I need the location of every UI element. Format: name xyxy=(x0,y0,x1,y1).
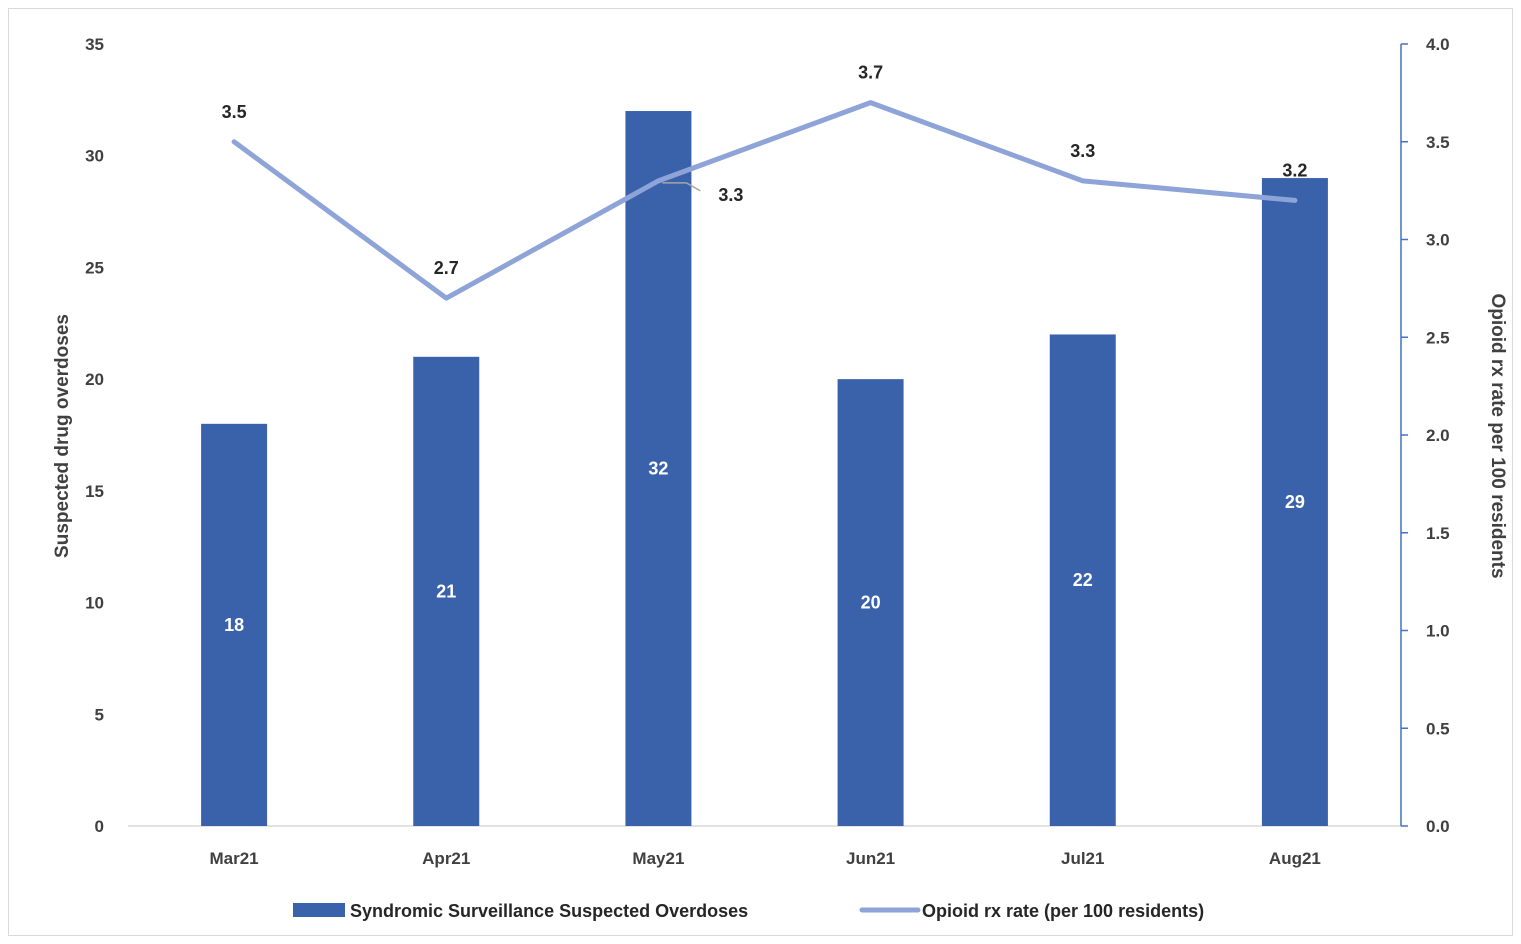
y2-tick-label: 0.5 xyxy=(1426,719,1450,738)
y-tick-label: 25 xyxy=(85,258,104,277)
y-axis-title: Suspected drug overdoses xyxy=(52,314,73,558)
y2-tick-label: 2.5 xyxy=(1426,328,1450,347)
x-tick-label: Apr21 xyxy=(422,849,470,868)
y-tick-label: 0 xyxy=(95,817,104,836)
bar xyxy=(1261,178,1328,827)
y2-tick-label: 3.5 xyxy=(1426,133,1450,152)
bar-data-label: 22 xyxy=(1073,570,1093,590)
legend-label-suspected-overdoses: Syndromic Surveillance Suspected Overdos… xyxy=(350,901,748,921)
line-series-opioid-rate xyxy=(231,100,1298,301)
y-tick-label: 5 xyxy=(95,705,104,724)
bar xyxy=(201,423,268,826)
bar-data-label: 20 xyxy=(861,593,881,613)
y2-tick-label: 4.0 xyxy=(1426,35,1450,54)
y-tick-label: 15 xyxy=(85,482,104,501)
legend-label-opioid-rx-rate: Opioid rx rate (per 100 residents) xyxy=(922,901,1204,921)
y2-tick-label: 3.0 xyxy=(1426,231,1450,250)
x-tick-label: Jun21 xyxy=(846,849,895,868)
y2-axis-title: Opioid rx rate per 100 residents xyxy=(1487,293,1508,578)
line-data-label: 3.3 xyxy=(1070,141,1095,161)
y2-tick-label: 0.0 xyxy=(1426,817,1450,836)
bar xyxy=(1049,334,1116,826)
bar xyxy=(413,356,480,826)
bar-data-label: 18 xyxy=(224,615,244,635)
bar xyxy=(837,379,904,826)
y-tick-label: 35 xyxy=(85,35,104,54)
x-tick-label: Mar21 xyxy=(210,849,259,868)
y2-tick-label: 1.5 xyxy=(1426,524,1450,543)
bar xyxy=(625,111,692,827)
y2-tick-label: 1.0 xyxy=(1426,622,1450,641)
line-data-label: 3.7 xyxy=(858,63,883,83)
legend-bar-swatch xyxy=(293,903,345,917)
line-data-label: 2.7 xyxy=(434,258,459,278)
y-tick-label: 10 xyxy=(85,594,104,613)
line-data-label: 3.5 xyxy=(222,102,247,122)
bar-data-label: 21 xyxy=(436,581,456,601)
x-tick-label: Jul21 xyxy=(1061,849,1104,868)
x-tick-label: Aug21 xyxy=(1269,849,1321,868)
y2-tick-label: 2.0 xyxy=(1426,426,1450,445)
bar-data-label: 29 xyxy=(1285,492,1305,512)
chart-frame xyxy=(8,8,1513,936)
bar-data-label: 32 xyxy=(648,459,668,479)
x-tick-label: May21 xyxy=(632,849,684,868)
y-tick-label: 20 xyxy=(85,370,104,389)
line-data-label: 3.3 xyxy=(718,185,743,205)
y-tick-label: 30 xyxy=(85,147,104,166)
data-label-leader-line xyxy=(662,182,701,192)
line-data-label: 3.2 xyxy=(1282,160,1307,180)
